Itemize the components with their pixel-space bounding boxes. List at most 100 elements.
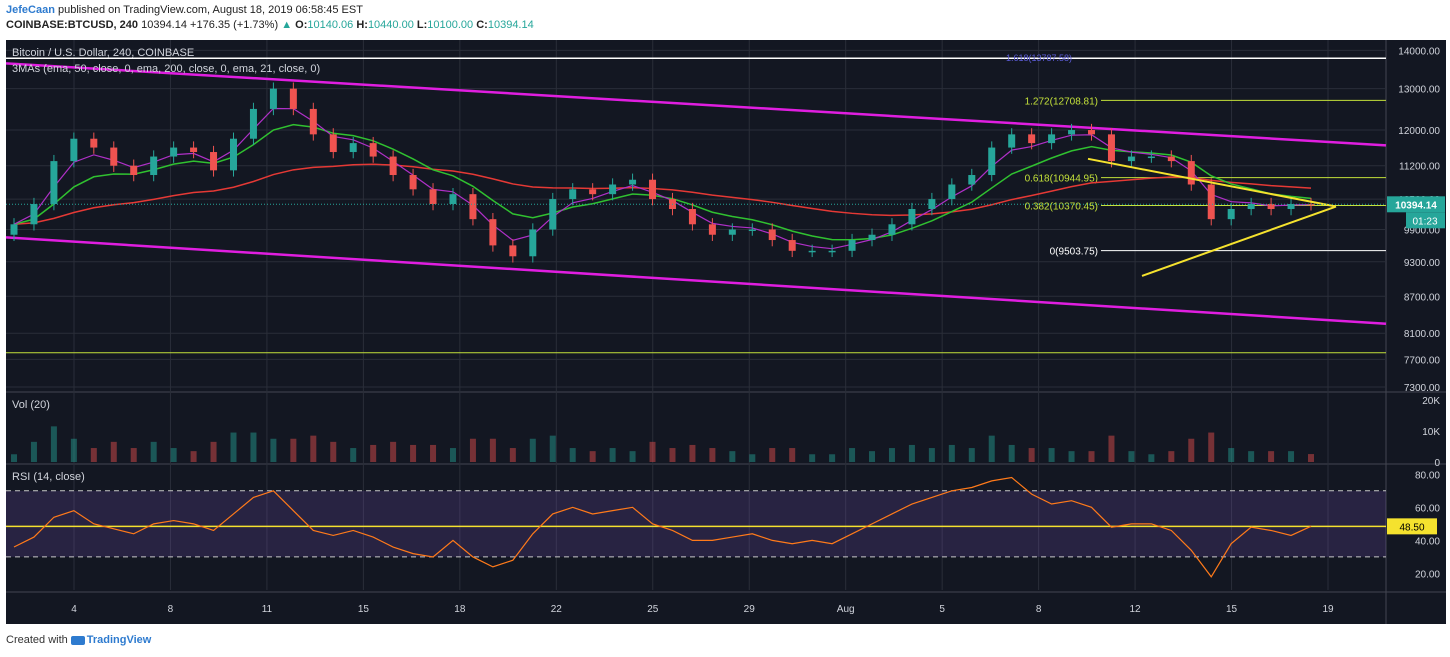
close-label: C: — [476, 19, 488, 31]
candle-body — [1107, 134, 1115, 162]
triangle-upper-line — [1087, 157, 1337, 208]
x-tick-label: 19 — [1322, 604, 1334, 615]
volume-bar — [789, 448, 796, 462]
low-value: 10100.00 — [427, 19, 474, 31]
volume-bar — [509, 448, 516, 462]
candle-body — [10, 224, 18, 235]
volume-bar — [150, 441, 157, 462]
y-tick-label: 7300.00 — [1404, 383, 1441, 394]
candle-body — [1287, 204, 1295, 210]
footer: Created with TradingView — [6, 634, 151, 646]
candle-body — [768, 229, 776, 241]
candle-body — [968, 175, 976, 185]
candle-body — [349, 143, 357, 153]
chart-area[interactable]: 4 8 11 15 18 22 25 29 Aug 5 8 12 15 19 14000.00 13000.0… — [5, 40, 1446, 624]
candle-body — [908, 209, 916, 225]
rsi-y-tick-label: 40.00 — [1415, 536, 1440, 547]
volume-bar — [1188, 438, 1195, 462]
x-tick-label: 15 — [358, 604, 370, 615]
chart-svg[interactable]: 4 8 11 15 18 22 25 29 Aug 5 8 12 15 19 14000.00 13000.0… — [5, 40, 1446, 624]
ema50-line — [13, 123, 1312, 241]
volume-bar — [729, 451, 736, 462]
candle-body — [1227, 209, 1235, 220]
volume-bar — [849, 448, 856, 462]
candle-body — [928, 199, 936, 210]
x-tick-label: 15 — [1226, 604, 1238, 615]
volume-bar — [1168, 451, 1175, 462]
volume-bar — [809, 454, 816, 462]
candle-body — [1267, 204, 1275, 210]
candle-body — [1028, 134, 1036, 144]
volume-bar — [50, 426, 57, 462]
candle-body — [269, 88, 277, 109]
volume-y-tick-label: 10K — [1422, 427, 1440, 438]
candle-body — [150, 156, 158, 176]
created-with-label: Created with — [6, 634, 68, 646]
y-tick-label: 9900.00 — [1404, 225, 1441, 236]
high-value: 10440.00 — [367, 19, 414, 31]
volume-bar — [709, 448, 716, 462]
volume-bar — [11, 454, 17, 462]
candle-body — [748, 229, 756, 231]
volume-bar — [1108, 435, 1115, 462]
candle-body — [289, 88, 297, 109]
candle-body — [848, 240, 856, 251]
volume-bar — [70, 438, 77, 462]
tradingview-logo-icon — [70, 635, 85, 645]
candle-body — [30, 204, 38, 225]
candle-body — [329, 134, 337, 153]
candle-body — [170, 147, 178, 157]
price-pane-title: Bitcoin / U.S. Dollar, 240, COINBASE — [12, 47, 194, 59]
candle-body — [1207, 184, 1215, 220]
volume-bar — [529, 438, 536, 462]
candle-body — [449, 194, 457, 205]
volume-bar — [769, 448, 776, 462]
volume-bar — [1268, 451, 1275, 462]
volume-bar — [1028, 448, 1035, 462]
volume-bar — [290, 438, 297, 462]
candle-body — [1048, 134, 1056, 144]
volume-bar — [130, 448, 137, 462]
last-price: 10394.14 — [141, 19, 187, 31]
y-tick-label: 11200.00 — [1399, 162, 1440, 173]
rsi-value-tag — [1387, 518, 1437, 535]
countdown-tag — [1406, 212, 1445, 229]
tradingview-brand[interactable]: TradingView — [86, 634, 152, 646]
x-tick-label: 25 — [647, 604, 659, 615]
volume-bar — [90, 448, 97, 462]
volume-bar — [988, 435, 995, 462]
volume-bar — [1008, 444, 1015, 462]
fib-1618-label: 1.618(13787.58) — [1006, 53, 1072, 63]
symbol-info: COINBASE:BTCUSD, 240 10394.14 +176.35 (+… — [6, 19, 534, 31]
candle-body — [589, 189, 597, 195]
candle-body — [229, 138, 237, 171]
volume-bar — [569, 448, 576, 462]
candle-body — [569, 189, 577, 200]
author-name[interactable]: JefeCaan — [6, 4, 55, 16]
candle-body — [808, 250, 816, 253]
volume-bar — [210, 441, 217, 462]
close-value: 10394.14 — [487, 19, 534, 31]
candle-body — [1247, 204, 1255, 210]
y-tick-label: 14000.00 — [1398, 46, 1440, 57]
candle-body — [549, 199, 557, 230]
rsi-value-label: 48.50 — [1399, 522, 1424, 533]
x-tick-label: 8 — [1036, 604, 1042, 615]
candle-body — [429, 189, 437, 205]
fib-level-label: 0.382(10370.45) — [1025, 201, 1098, 212]
open-label: O: — [295, 19, 308, 31]
x-tick-label: Aug — [837, 604, 855, 615]
volume-bar — [609, 448, 616, 462]
triangle-lower-line — [1141, 205, 1337, 277]
volume-bar — [430, 444, 437, 462]
candle-body — [788, 240, 796, 251]
volume-bar — [1308, 454, 1314, 462]
volume-bar — [549, 435, 556, 462]
volume-bar — [190, 451, 197, 462]
candle-body — [688, 209, 696, 225]
volume-bar — [669, 448, 676, 462]
publish-info: JefeCaan published on TradingView.com, A… — [6, 4, 363, 16]
rsi-y-tick-label: 20.00 — [1415, 569, 1440, 580]
volume-bar — [230, 432, 237, 462]
x-tick-label: 8 — [168, 604, 174, 615]
